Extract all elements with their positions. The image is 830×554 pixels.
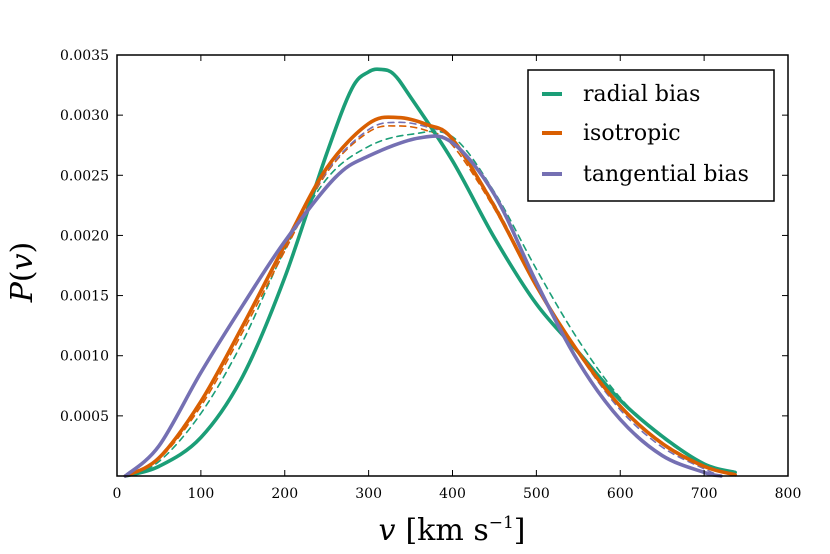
series-line-isotropic (123, 115, 737, 478)
legend-label-radial-bias: radial bias (583, 82, 700, 107)
x-tick-label: 0 (113, 486, 122, 502)
x-axis-label-unit-open: [km s (405, 513, 488, 548)
y-axis-label: P(v) (5, 242, 40, 304)
plot-lines (123, 67, 737, 478)
x-tick-label: 600 (607, 486, 634, 502)
legend-box (527, 69, 775, 202)
axis-ticks: 0 100 200 300 400 500 600 700 800 0.0005 0.0010 0.0… (60, 48, 801, 502)
x-tick-label: 300 (355, 486, 382, 502)
y-tick-label: 0.0025 (60, 168, 109, 184)
x-tick-label: 800 (775, 486, 802, 502)
x-tick-label: 400 (439, 486, 466, 502)
y-tick-label: 0.0005 (60, 409, 109, 425)
y-axis-label-var: v (5, 253, 40, 270)
y-tick-label: 0.0015 (60, 289, 109, 305)
x-tick-label: 500 (523, 486, 550, 502)
x-axis-label: v [km s−1] (379, 513, 526, 548)
legend-label-tangential-bias: tangential bias (583, 162, 749, 187)
y-tick-label: 0.0010 (60, 349, 109, 365)
x-axis-label-var: v (379, 513, 396, 548)
y-tick-label: 0.0030 (60, 108, 109, 124)
y-axis-label-open: ( (5, 270, 40, 282)
series-line-radial-bias-dashed (124, 130, 736, 477)
x-tick-label: 200 (271, 486, 298, 502)
y-axis-label-main: P (5, 281, 40, 303)
x-tick-label: 100 (188, 486, 215, 502)
legend-label-isotropic: isotropic (583, 121, 681, 146)
x-tick-label: 700 (691, 486, 718, 502)
y-tick-label: 0.0020 (60, 228, 109, 244)
plot-frame (116, 54, 789, 477)
y-tick-label: 0.0035 (60, 48, 109, 64)
x-axis-label-exp: −1 (489, 513, 514, 533)
x-axis-label-unit-close: ] (514, 513, 526, 548)
series-line-isotropic-dashed (124, 125, 736, 477)
legend: radial bias isotropic tangential bias (527, 69, 775, 202)
y-axis-label-close: ) (5, 242, 40, 254)
series-line-radial-bias (123, 67, 737, 478)
series-line-tangential-bias (123, 134, 723, 478)
